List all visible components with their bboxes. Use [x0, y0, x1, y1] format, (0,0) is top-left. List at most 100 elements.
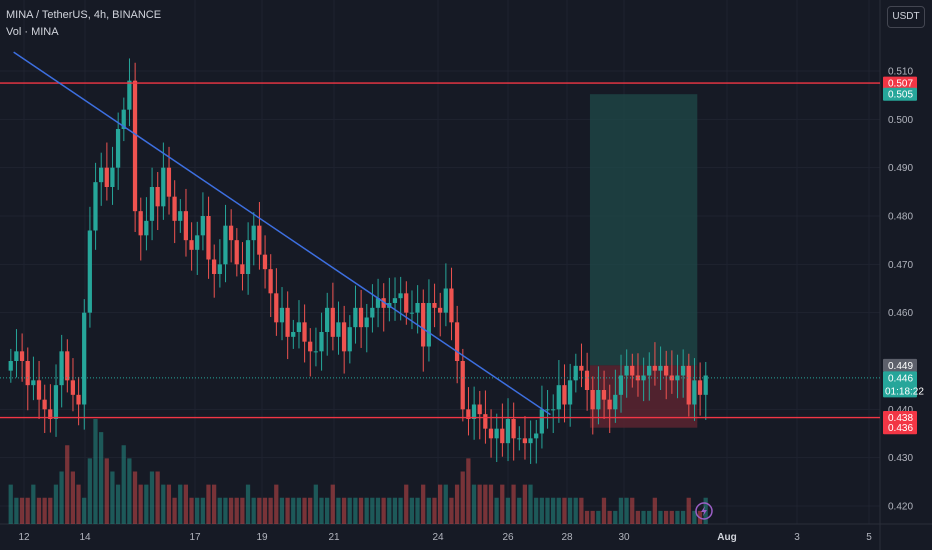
volume-bar: [70, 471, 75, 524]
time-tick-label: Aug: [717, 532, 736, 543]
volume-bar: [127, 458, 132, 524]
price-badge-label: 0.507: [888, 79, 913, 90]
volume-bar: [53, 484, 59, 524]
candle-body: [70, 380, 75, 395]
volume-bar: [212, 484, 217, 524]
candle-body: [212, 259, 217, 274]
volume-bar: [404, 484, 409, 524]
volume-bar: [274, 484, 279, 524]
candle-body: [302, 322, 307, 342]
volume-bar: [364, 497, 369, 524]
volume-bar: [652, 497, 657, 524]
candle-body: [279, 307, 285, 323]
candle-body: [528, 438, 533, 444]
candle-body: [584, 370, 590, 390]
candle-body: [635, 375, 640, 381]
volume-bar: [567, 497, 573, 524]
candle-body: [53, 385, 59, 419]
time-tick-label: 14: [79, 532, 91, 543]
candle-body: [471, 404, 477, 419]
volume-bar: [381, 497, 386, 524]
candle-body: [511, 419, 516, 439]
lightning-icon[interactable]: [695, 502, 713, 520]
volume-bar: [104, 458, 109, 524]
volume-bar: [562, 497, 567, 524]
volume-bar: [189, 497, 194, 524]
volume-bar: [76, 484, 81, 524]
currency-button[interactable]: USDT: [887, 6, 925, 28]
candle-layer: [8, 58, 708, 464]
candle-body: [573, 365, 578, 381]
candle-body: [641, 375, 646, 381]
candle-body: [268, 269, 273, 294]
candle-body: [590, 390, 595, 410]
volume-bar: [680, 510, 686, 524]
volume-bar: [257, 497, 262, 524]
volume-bar: [308, 497, 313, 524]
candle-body: [121, 109, 126, 129]
volume-bar: [460, 471, 465, 524]
candle-body: [228, 225, 234, 241]
candle-body: [630, 365, 635, 376]
volume-bar: [505, 497, 511, 524]
candle-body: [647, 365, 652, 376]
candle-body: [624, 365, 629, 376]
volume-bar: [31, 484, 36, 524]
candle-body: [500, 428, 505, 444]
candle-body: [421, 303, 426, 347]
candle-body: [375, 298, 381, 308]
volume-bar: [426, 497, 431, 524]
countdown-label: 01:18:22: [885, 386, 924, 397]
candle-body: [692, 380, 697, 405]
candle-body: [545, 409, 550, 411]
candle-body: [296, 322, 301, 332]
overlay-layer: [0, 51, 880, 419]
candle-body: [443, 288, 448, 313]
time-tick-label: 24: [432, 532, 444, 543]
volume-bar: [579, 497, 584, 524]
candle-body: [274, 293, 279, 323]
volume-legend: Vol · MINA: [6, 26, 59, 38]
candle-body: [110, 167, 115, 187]
target-zone: [589, 94, 698, 366]
candle-body: [36, 380, 42, 400]
time-tick-label: 19: [256, 532, 268, 543]
volume-bar: [387, 497, 392, 524]
candle-body: [364, 317, 369, 328]
candle-body: [669, 375, 674, 381]
candle-body: [449, 288, 454, 323]
candle-body: [291, 332, 296, 337]
price-tick-label: 0.440: [888, 405, 913, 416]
volume-bar: [438, 484, 443, 524]
time-tick-label: 30: [618, 532, 630, 543]
price-badge: [883, 411, 917, 425]
volume-bar: [658, 510, 663, 524]
volume-bar: [466, 458, 471, 524]
time-tick-label: 3: [794, 532, 800, 543]
volume-bar: [302, 497, 307, 524]
candle-body: [454, 322, 460, 361]
candle-body: [172, 196, 177, 221]
trendline: [13, 51, 551, 416]
candle-body: [132, 80, 138, 212]
volume-bar: [454, 484, 460, 524]
volume-bar: [618, 497, 624, 524]
candle-body: [675, 375, 680, 381]
candle-body: [556, 385, 561, 410]
candle-body: [652, 365, 657, 371]
candle-body: [398, 293, 403, 299]
candle-body: [144, 220, 149, 236]
volume-bar: [183, 484, 188, 524]
candle-body: [358, 307, 364, 328]
candle-body: [206, 216, 211, 260]
volume-bar: [251, 497, 256, 524]
price-badge: [883, 371, 917, 398]
candle-body: [234, 240, 239, 265]
price-tick-label: 0.490: [888, 163, 913, 174]
volume-bar: [240, 497, 245, 524]
candle-body: [65, 351, 70, 381]
price-axis: 0.510 0.500 0.490 0.480 0.470 0.460 0.440 0.430…: [888, 67, 913, 513]
candle-body: [161, 167, 166, 207]
candle-body: [477, 404, 482, 415]
